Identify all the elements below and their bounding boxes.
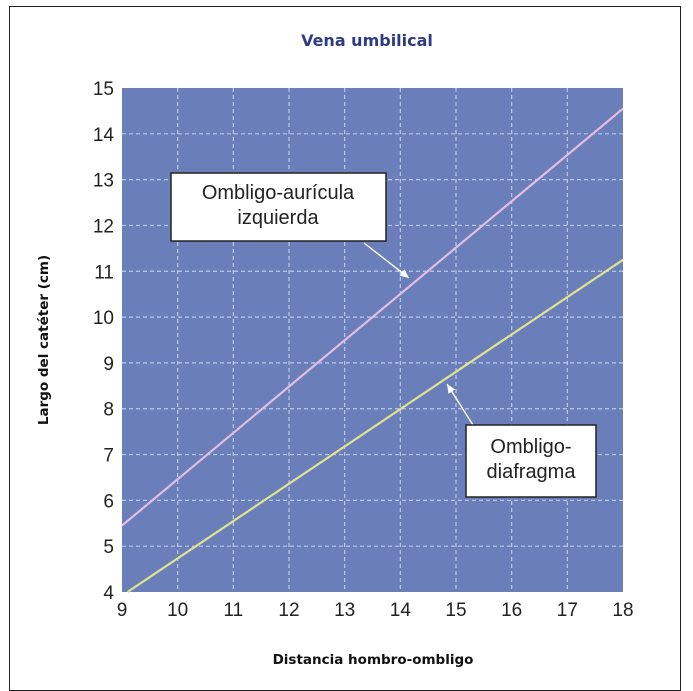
grid [122, 88, 623, 592]
series-line-ombligo-diafragma [126, 258, 624, 593]
x-tick-label: 18 [612, 600, 633, 621]
y-tick-label: 4 [103, 583, 114, 604]
y-tick-label: 11 [94, 262, 114, 283]
y-tick-label: 6 [103, 491, 114, 512]
y-tick-label: 7 [103, 446, 114, 467]
callout-arrows [363, 242, 474, 426]
plot-area [122, 88, 623, 592]
chart-title: Vena umbilical [301, 31, 433, 50]
x-tick-label: 9 [117, 600, 128, 621]
series-label-line: Ombligo- [490, 436, 571, 458]
callout-arrow [446, 383, 474, 426]
y-tick-label: 12 [93, 216, 114, 237]
y-tick-label: 10 [93, 308, 114, 329]
series-line-ombligo-auricula [121, 107, 624, 527]
y-tick-label: 9 [103, 354, 114, 375]
y-tick-label: 8 [103, 400, 114, 421]
series-label-line: diafragma [487, 461, 577, 483]
x-tick-label: 11 [223, 600, 243, 621]
series-lines [121, 107, 624, 593]
series-label-ombligo-diafragma: Ombligo- diafragma [465, 424, 597, 498]
x-tick-label: 16 [501, 600, 522, 621]
x-tick-label: 15 [445, 600, 466, 621]
y-axis-ticks: 4 5 6 7 8 9 10 11 12 13 14 15 [93, 79, 115, 604]
x-tick-label: 10 [167, 600, 188, 621]
x-tick-label: 12 [278, 600, 299, 621]
series-label-box [170, 172, 387, 242]
y-tick-label: 14 [93, 125, 115, 146]
y-tick-label: 13 [93, 171, 114, 192]
x-axis-ticks: 9 10 11 12 13 14 15 16 17 18 [117, 600, 634, 621]
series-label-line: izquierda [237, 207, 319, 229]
callout-arrow-head [447, 384, 456, 394]
series-label-box [465, 424, 597, 498]
x-tick-label: 13 [334, 600, 355, 621]
x-tick-label: 14 [390, 600, 412, 621]
callout-arrow-head [399, 269, 409, 278]
series-label-ombligo-auricula: Ombligo-aurícula izquierda [170, 172, 387, 242]
series-label-line: Ombligo-aurícula [202, 182, 355, 204]
x-tick-label: 17 [557, 600, 578, 621]
x-axis-title: Distancia hombro-ombligo [273, 652, 474, 668]
callout-arrow-line [363, 242, 410, 279]
y-tick-label: 15 [93, 79, 114, 100]
y-axis-title: Largo del catéter (cm) [36, 255, 52, 425]
callout-arrow [363, 242, 410, 279]
y-tick-label: 5 [103, 537, 114, 558]
